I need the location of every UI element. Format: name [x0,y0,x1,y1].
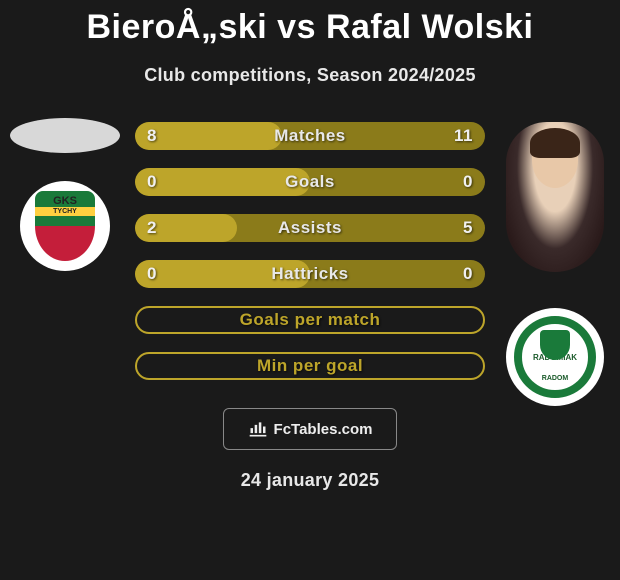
stat-row: Goals per match [135,306,485,334]
stat-row: 00Hattricks [135,260,485,288]
subtitle: Club competitions, Season 2024/2025 [0,65,620,86]
player-right-avatar [506,122,604,272]
gks-tychy-badge [35,191,95,261]
player-left-avatar-placeholder [10,118,120,153]
stat-label: Assists [135,218,485,238]
page-title: BieroÅ„ski vs Rafal Wolski [0,0,620,47]
radomiak-text: RADOM [542,375,568,382]
compare-area: RADOM 811Matches 00Goals 25Assists 00Hattri… [0,122,620,380]
brand-badge[interactable]: FcTables.com [223,408,397,450]
player-left-column [0,122,130,271]
radomiak-badge: RADOM [514,316,596,398]
comparison-card: BieroÅ„ski vs Rafal Wolski Club competit… [0,0,620,491]
stat-bars: 811Matches 00Goals 25Assists 00Hattricks Goa… [135,122,485,380]
stat-label: Matches [135,126,485,146]
date-text: 24 january 2025 [0,470,620,491]
club-left-logo [20,181,110,271]
stat-row: 811Matches [135,122,485,150]
brand-text: FcTables.com [274,421,373,438]
stat-row: 00Goals [135,168,485,196]
stat-label: Goals [135,172,485,192]
stat-row: Min per goal [135,352,485,380]
stat-label: Hattricks [135,264,485,284]
player-right-column: RADOM [490,122,620,406]
club-right-logo: RADOM [506,308,604,406]
stat-row: 25Assists [135,214,485,242]
stat-label: Goals per match [137,310,483,330]
chart-icon [248,421,268,437]
stat-label: Min per goal [137,356,483,376]
